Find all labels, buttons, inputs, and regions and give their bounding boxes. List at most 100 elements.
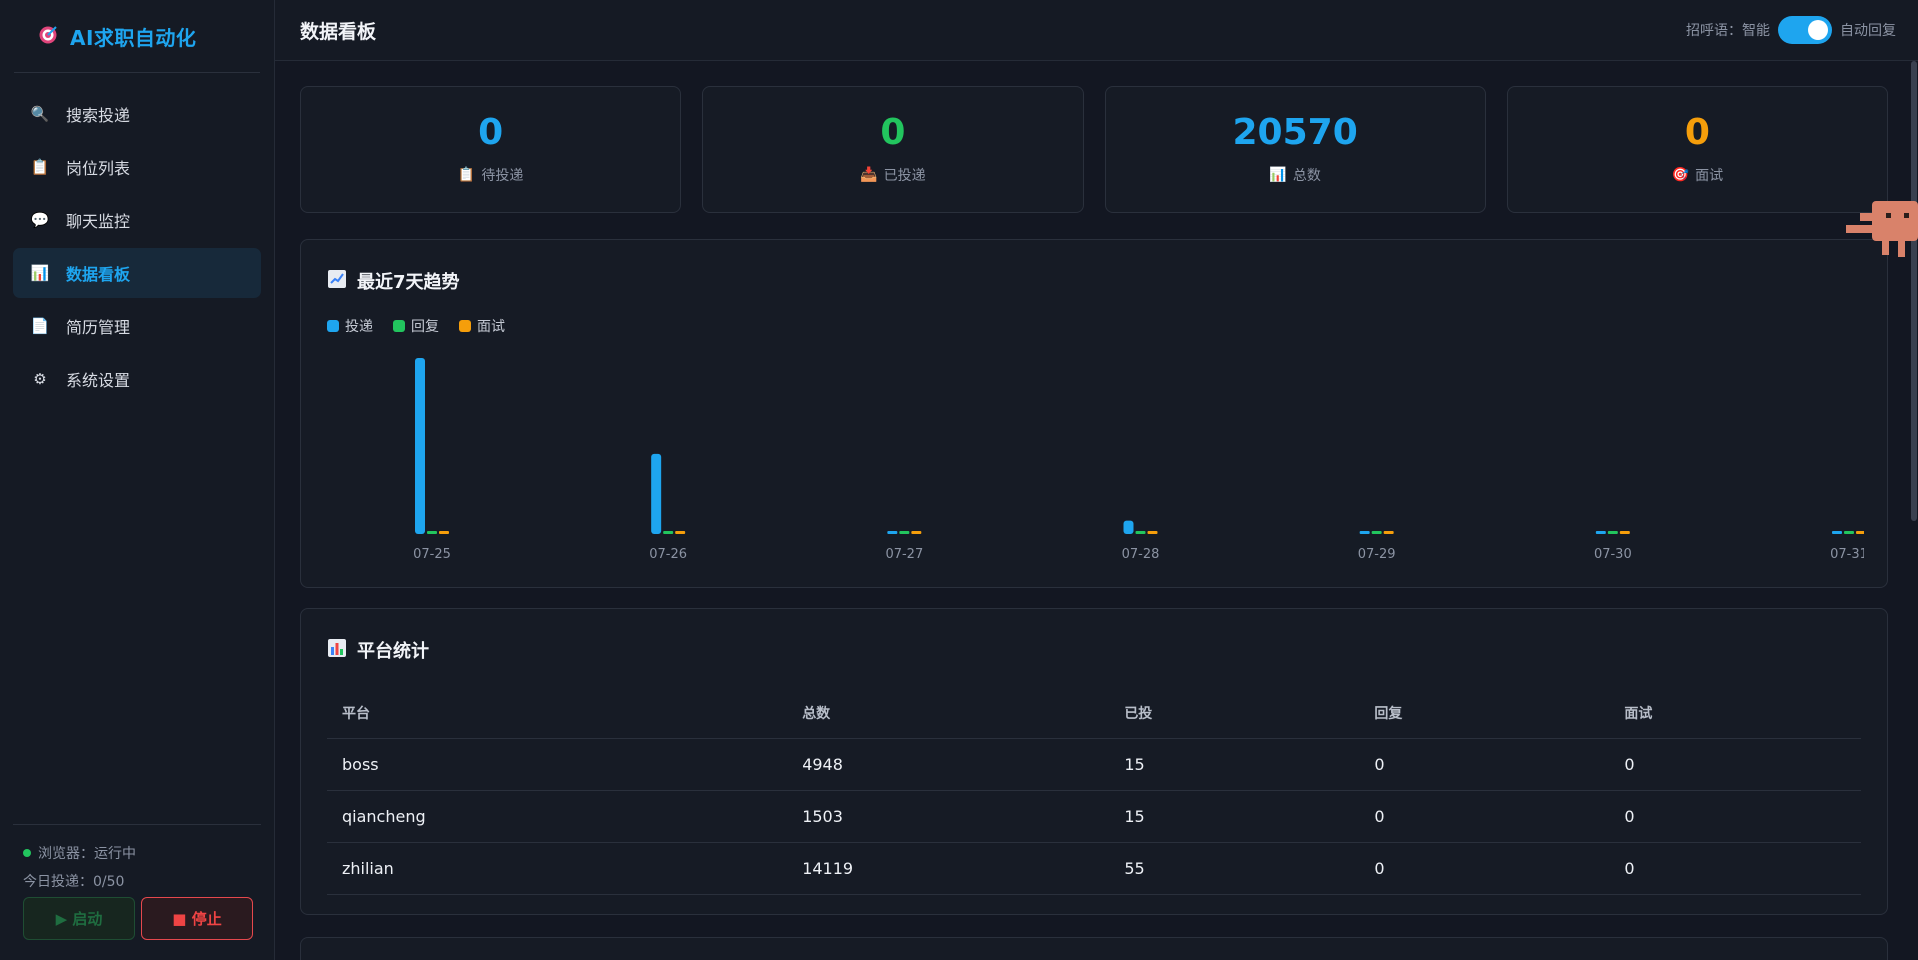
- bar-07-27-1: [899, 531, 910, 534]
- target-icon: 🎯: [1671, 166, 1690, 183]
- legend-swatch: [459, 320, 471, 332]
- legend-item[interactable]: 回复: [393, 316, 439, 336]
- column-header: 已投: [1109, 689, 1360, 739]
- bar-07-29-1: [1371, 531, 1382, 534]
- x-tick-label: 07-26: [649, 547, 687, 562]
- bar-07-25-2: [439, 531, 449, 534]
- sidebar-item-resume[interactable]: 📄 简历管理: [13, 301, 261, 351]
- legend-label: 回复: [411, 319, 439, 335]
- stat-label-text: 总数: [1292, 167, 1321, 184]
- bar-07-28-0: [1123, 520, 1134, 534]
- auto-reply-toggle[interactable]: [1778, 16, 1832, 44]
- table-cell: 0: [1609, 842, 1861, 895]
- platform-table: 平台 总数 已投 回复 面试 boss 4948 15 0: [327, 689, 1861, 895]
- legend-label: 面试: [477, 319, 505, 335]
- x-tick-label: 07-31: [1830, 547, 1864, 562]
- table-row: zhilian 14119 55 0 0: [327, 842, 1861, 895]
- start-button[interactable]: ▶ 启动: [23, 897, 135, 940]
- table-cell: qiancheng: [327, 790, 788, 843]
- table-cell: 0: [1359, 738, 1610, 791]
- greeting-mode-label[interactable]: 招呼语：智能: [1686, 23, 1770, 39]
- stat-label: 📋 待投递: [458, 165, 523, 185]
- bar-07-31-1: [1844, 531, 1854, 534]
- table-cell: zhilian: [327, 842, 788, 895]
- table-row: qiancheng 1503 15 0 0: [327, 790, 1861, 843]
- bar-07-30-1: [1607, 531, 1618, 534]
- x-tick-label: 07-28: [1122, 547, 1160, 562]
- bar-07-29-0: [1359, 531, 1370, 534]
- legend-item[interactable]: 面试: [459, 316, 505, 336]
- auto-reply-label: 自动回复: [1840, 23, 1896, 39]
- bar-07-25-1: [427, 531, 437, 534]
- stat-label-text: 面试: [1695, 167, 1724, 184]
- sidebar-item-label: 系统设置: [66, 371, 131, 390]
- table-cell: 55: [1109, 842, 1360, 895]
- speech-bubble-icon: 💬: [30, 211, 50, 229]
- table-cell: boss: [327, 738, 788, 791]
- stat-label: 📊 总数: [1269, 165, 1320, 185]
- table-header-row: 平台 总数 已投 回复 面试: [327, 689, 1861, 739]
- brand-name: AI求职自动化: [70, 25, 197, 50]
- bar-chart-icon: [327, 638, 347, 663]
- gear-icon: ⚙: [33, 370, 47, 388]
- mascot-icon: [1846, 201, 1918, 257]
- sidebar-item-settings[interactable]: ⚙ 系统设置: [13, 354, 261, 404]
- bar-07-28-1: [1135, 531, 1146, 534]
- trend-title: 最近7天趋势: [327, 268, 1861, 294]
- table-cell: 0: [1609, 790, 1861, 843]
- sidebar-item-job-list[interactable]: 📋 岗位列表: [13, 142, 261, 192]
- line-chart-icon: [327, 269, 347, 294]
- trend-panel: 最近7天趋势 投递 回复 面试 07-25 07-: [300, 239, 1888, 588]
- toggle-knob: [1808, 20, 1828, 40]
- sidebar-item-search-send[interactable]: 🔍 搜索投递: [13, 89, 261, 139]
- trend-title-text: 最近7天趋势: [357, 272, 460, 293]
- bar-07-30-0: [1595, 531, 1606, 534]
- bar-07-28-2: [1147, 531, 1158, 534]
- main-area: 数据看板 招呼语：智能 自动回复 0 📋 待投递: [275, 0, 1918, 960]
- sidebar-footer: 浏览器：运行中 今日投递：0/50 ▶ 启动 ■ 停止: [13, 824, 261, 960]
- stat-card-interview: 0 🎯 面试: [1506, 86, 1888, 213]
- stop-button[interactable]: ■ 停止: [141, 897, 253, 940]
- sidebar-item-label: 聊天监控: [66, 212, 131, 231]
- brand: AI求职自动化: [14, 0, 260, 73]
- bar-07-30-2: [1619, 531, 1630, 534]
- stat-label: 📥 已投递: [860, 165, 925, 185]
- control-buttons: ▶ 启动 ■ 停止: [13, 897, 261, 940]
- today-sent-count: 今日投递：0/50: [23, 874, 125, 890]
- clipboard-icon: 📋: [457, 166, 476, 183]
- sidebar-item-chat-monitor[interactable]: 💬 聊天监控: [13, 195, 261, 245]
- stat-card-total: 20570 📊 总数: [1104, 86, 1486, 213]
- stat-value: 0: [880, 111, 906, 153]
- platform-title: 平台统计: [327, 637, 1861, 663]
- chart-legend: 投递 回复 面试: [327, 316, 1861, 336]
- scrollbar[interactable]: [1911, 61, 1917, 521]
- target-icon: [38, 25, 58, 48]
- sidebar-item-label: 简历管理: [66, 318, 131, 337]
- inbox-icon: 📥: [860, 166, 878, 183]
- sidebar-item-label: 岗位列表: [66, 159, 131, 178]
- legend-swatch: [327, 320, 339, 332]
- bar-07-25-0: [415, 358, 425, 534]
- column-header: 平台: [327, 689, 788, 739]
- browser-status: 浏览器：运行中: [13, 843, 261, 863]
- stat-label: 🎯 面试: [1672, 165, 1723, 185]
- next-panel-partial: [300, 937, 1888, 960]
- legend-item[interactable]: 投递: [327, 316, 373, 336]
- column-header: 回复: [1359, 689, 1610, 739]
- table-cell: 15: [1109, 790, 1360, 843]
- dashboard-content: 0 📋 待投递 0 📥 已投递 20570 📊: [275, 61, 1918, 960]
- stat-value: 20570: [1232, 111, 1358, 153]
- column-header: 面试: [1609, 689, 1861, 739]
- stats-row: 0 📋 待投递 0 📥 已投递 20570 📊: [300, 86, 1888, 213]
- sidebar-item-label: 搜索投递: [66, 106, 131, 125]
- x-tick-label: 07-25: [413, 547, 451, 562]
- bar-07-31-0: [1832, 531, 1842, 534]
- bar-07-26-0: [651, 453, 662, 534]
- sidebar-item-dashboard[interactable]: 📊 数据看板: [13, 248, 261, 298]
- stat-card-pending: 0 📋 待投递: [300, 86, 682, 213]
- platform-title-text: 平台统计: [357, 641, 429, 662]
- stat-value: 0: [1684, 111, 1710, 153]
- bar-07-29-2: [1383, 531, 1394, 534]
- bar-07-26-1: [663, 531, 674, 534]
